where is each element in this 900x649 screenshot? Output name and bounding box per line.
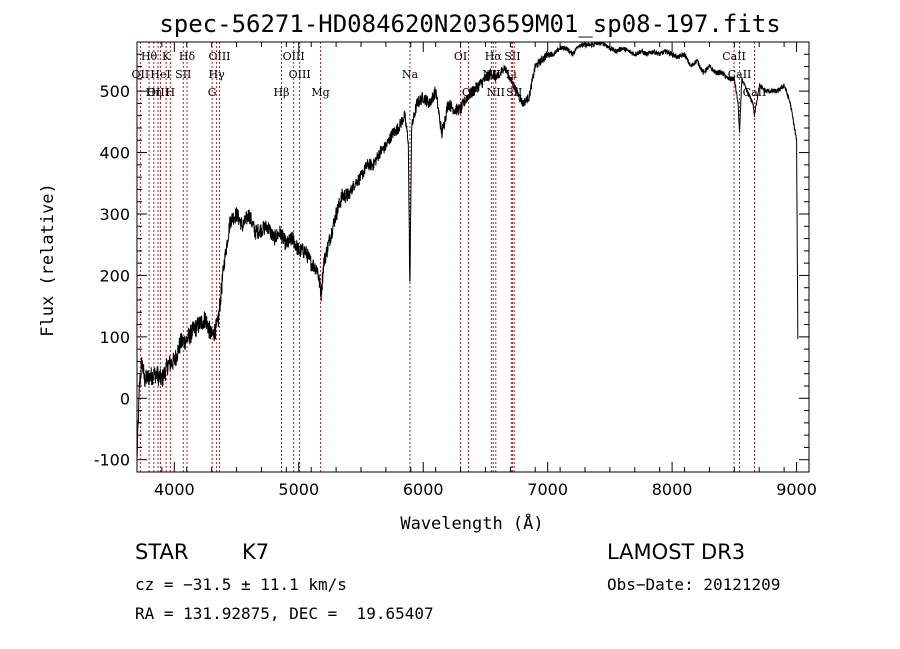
y-tick-label: 500 [99,82,130,101]
y-axis-label: Flux (relative) [38,183,58,337]
survey-name: LAMOST DR3 [607,540,746,564]
object-class: STAR [135,540,189,564]
y-tick-label: -100 [94,451,130,470]
x-tick-label: 6000 [403,480,444,499]
spectral-line-label: OIII [283,50,305,63]
plot-frame [136,41,810,473]
spectral-line-label: K [162,50,171,63]
spectrum-line [136,41,799,457]
ra-dec-coordinates: RA = 131.92875, DEC = 19.65407 [135,604,434,623]
spectral-line-label: G [208,86,217,99]
x-tick-label: 4000 [154,480,195,499]
spectral-line-label: OIII [147,86,169,99]
observation-date: Obs−Date: 20121209 [607,575,781,594]
x-tick-label: 5000 [278,480,319,499]
spectral-line-label: CaII [722,50,746,63]
spectral-line-label: Hη [146,86,162,99]
x-tick-label: 7000 [527,480,568,499]
y-tick-label: 100 [99,328,130,347]
spectral-line-label: Hθ [141,50,158,63]
spectral-line-label: Hβ [274,86,290,99]
spectral-line-label: OIII [289,68,311,81]
spectral-line-label: H [166,86,176,99]
spectral-line-label: SII [504,50,520,63]
object-subclass: K7 [242,540,270,564]
spectral-line-label: SII [175,68,191,81]
x-tick-label: 9000 [776,480,817,499]
spectral-line-label: OI [454,50,467,63]
spectral-line-label: Hα [485,50,503,63]
spectral-line-label: Li [506,68,517,81]
spectral-line-label: Na [402,68,419,81]
redshift-cz: cz = −31.5 ± 11.1 km/s [135,575,347,594]
axis-ticks-layer: 4000 5000 6000 7000 8000 9000 -100 0 100 200 300 40… [94,42,817,499]
y-tick-label: 200 [99,266,130,285]
spectral-line-label: NII [487,86,505,99]
x-axis-label: Wavelength (Å) [400,512,543,534]
spectral-line-label: OII [132,68,150,81]
y-tick-label: 300 [99,205,130,224]
spectral-line-label: Hγ [209,68,226,81]
spectral-line-label: Hδ [179,50,196,63]
spectral-line-label: HeI [150,68,170,81]
spectral-line-label: Mg [311,86,329,99]
chart-title: spec-56271-HD084620N203659M01_sp08-197.f… [159,10,780,38]
y-tick-label: 0 [120,389,130,408]
x-tick-label: 8000 [652,480,693,499]
spectral-line-label: OIII [208,50,230,63]
y-tick-label: 400 [99,144,130,163]
